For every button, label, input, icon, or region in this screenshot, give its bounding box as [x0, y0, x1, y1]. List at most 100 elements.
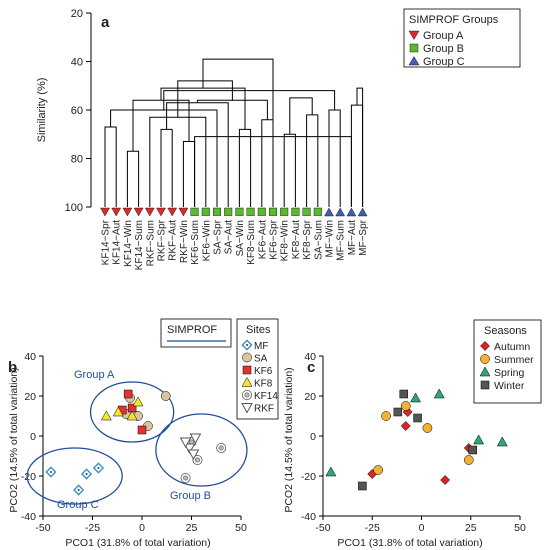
point-kf8	[132, 396, 144, 407]
point-spring	[325, 466, 337, 477]
simprof-ellipse	[89, 381, 175, 443]
a-ytick-label: 20	[71, 8, 83, 20]
panel-c-points	[325, 388, 508, 491]
xtick-label: 50	[514, 522, 526, 534]
dendrogram-branch	[328, 109, 341, 207]
seasons-legend-title: Seasons	[484, 325, 527, 337]
leaf-marker-group-b	[302, 207, 311, 216]
panel-c-label: c	[307, 359, 315, 376]
leaf-marker-group-a	[178, 207, 189, 217]
leaf-label: SA−Sum	[313, 220, 324, 260]
leaf-label: MF−Sum	[336, 220, 347, 261]
point-autumn	[440, 475, 451, 485]
a-ytick-label: 40	[71, 57, 83, 69]
dendrogram-branch	[238, 128, 252, 207]
panel-c-axes: -40 -20 0 20 40 -50 -25 0 25 50	[301, 351, 526, 534]
xtick-label: -50	[315, 522, 330, 534]
leaf-label: KF6−Win	[201, 220, 212, 261]
dendrogram-branch	[163, 90, 336, 110]
leaf-marker-group-b	[201, 207, 210, 216]
leaf-label: KF14−Win	[123, 220, 134, 267]
ytick-label: -20	[21, 471, 36, 483]
ytick-label: -20	[301, 471, 316, 483]
xtick-label: 0	[139, 522, 145, 534]
leaf-marker-group-c	[357, 207, 368, 217]
dendrogram-branch	[289, 97, 313, 135]
leaf-marker-group-b	[235, 207, 244, 216]
leaf-marker-group-a	[144, 207, 155, 217]
dendrogram-branch	[202, 58, 274, 137]
leaf-marker-group-b	[246, 207, 255, 216]
ytick-label: 20	[24, 391, 36, 403]
leaf-marker-group-a	[167, 207, 178, 217]
dendrogram-branch	[261, 119, 274, 207]
legend-marker-winter	[480, 380, 490, 390]
leaf-marker-group-b	[257, 207, 266, 216]
dendrogram-branch	[356, 87, 364, 207]
legend-label: Spring	[494, 367, 525, 379]
leaf-marker-group-b	[190, 207, 199, 216]
leaf-marker-group-c	[324, 207, 334, 217]
leaf-marker-group-a	[156, 207, 166, 217]
a-ytick-label: 100	[65, 202, 83, 214]
legend-marker-group-b	[409, 43, 419, 53]
panel-a-y-axis: 20 40 60 80 100	[65, 8, 92, 214]
group-c-ellipse-label: Group C	[57, 499, 99, 511]
ytick-label: -40	[301, 511, 316, 523]
legend-marker-summer	[480, 354, 490, 364]
xtick-label: 0	[419, 522, 425, 534]
point-mf-dot	[49, 471, 52, 473]
ytick-label: 0	[310, 431, 316, 443]
point-kf8	[126, 410, 138, 421]
point-kf6	[137, 425, 147, 435]
point-summer	[463, 455, 474, 465]
legend-label: MF	[254, 341, 268, 352]
ytick-label: -40	[21, 511, 36, 523]
point-mf-dot	[85, 473, 88, 475]
a-ytick-label: 60	[71, 105, 83, 117]
dendrogram-branch	[177, 80, 233, 118]
legend-marker-group-a	[408, 30, 420, 40]
legend-marker-kf6	[242, 365, 252, 375]
panel-a-ylabel: Similarity (%)	[36, 78, 48, 143]
legend-label: Group B	[423, 43, 464, 55]
legend-label: RKF	[254, 404, 274, 415]
legend-marker-group-c	[408, 56, 420, 66]
ytick-label: 40	[304, 351, 316, 363]
point-sa	[160, 391, 171, 401]
leaf-label: KF8−Spr	[302, 219, 313, 259]
point-winter	[413, 413, 422, 423]
sites-legend-title: Sites	[246, 324, 271, 336]
simprof-legend-title: SIMPROF	[167, 324, 217, 336]
leaf-label: MF−Spr	[358, 219, 369, 256]
panel-b-label: b	[8, 359, 17, 376]
leaf-label: RKF−Sum	[145, 220, 156, 266]
point-spring	[496, 436, 508, 447]
leaf-label: SA−Win	[235, 220, 246, 256]
point-spring	[410, 392, 422, 403]
dendrogram-leaf-markers	[100, 207, 368, 217]
dendrogram-leaf-labels: KF14−Spr KF14−Aut KF14−Win KF14−Sum RKF−Sum R…	[101, 219, 370, 270]
leaf-label: RKF−Spr	[157, 219, 168, 261]
legend-marker-spring	[479, 366, 491, 377]
leaf-label: MF−Aut	[347, 220, 358, 256]
point-rkf	[189, 433, 202, 445]
point-kf8	[100, 410, 112, 421]
xtick-label: -25	[365, 522, 380, 534]
legend-label: SA	[254, 354, 268, 365]
leaf-marker-group-c	[335, 207, 346, 217]
leaf-label: RKF−Win	[179, 220, 190, 263]
leaf-marker-group-a	[100, 207, 110, 217]
ytick-label: 20	[304, 391, 316, 403]
dendrogram-branch	[350, 104, 364, 207]
simprof-groups-legend-title: SIMPROF Groups	[409, 14, 499, 26]
point-summer	[400, 401, 411, 411]
legend-marker-sa	[242, 352, 252, 363]
leaf-marker-group-b	[291, 207, 300, 216]
legend-label: Group A	[423, 30, 464, 42]
leaf-label: KF14−Spr	[101, 219, 112, 265]
panel-b-xlabel: PCO1 (31.8% of total variation)	[65, 537, 210, 549]
